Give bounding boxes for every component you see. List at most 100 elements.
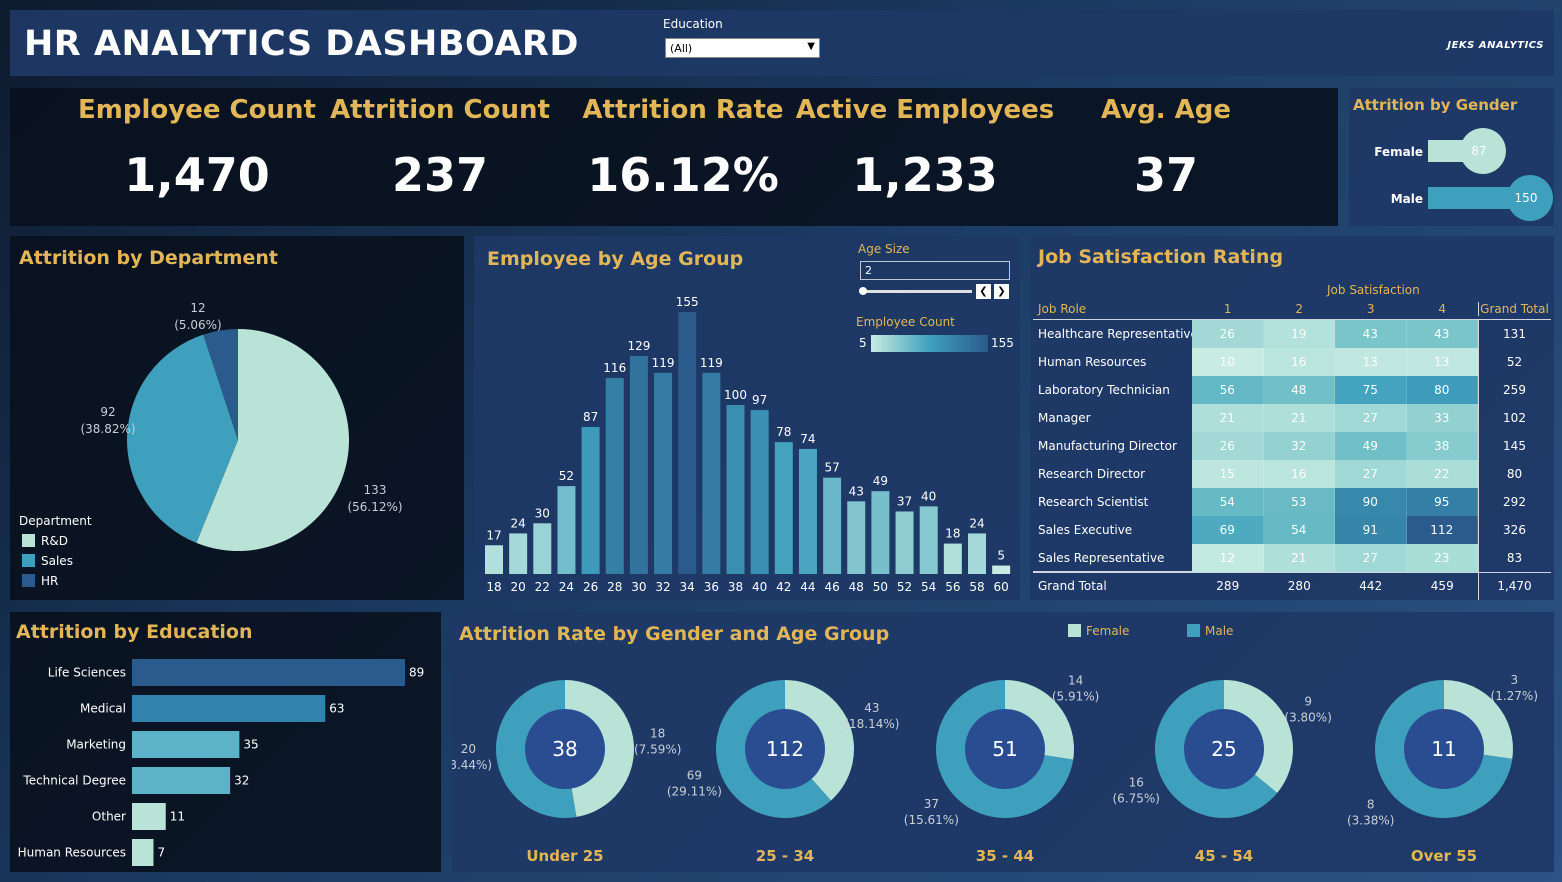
female-value-label: 43 xyxy=(864,701,879,715)
row-grand-total: 80 xyxy=(1478,460,1550,488)
overall-grand-total: 1,470 xyxy=(1478,572,1550,600)
age-bar xyxy=(871,491,890,574)
male-pct-label: (15.61%) xyxy=(904,813,959,827)
education-bar-label: 32 xyxy=(234,774,249,788)
female-value-label: 14 xyxy=(1068,673,1083,687)
gender-value-label: 87 xyxy=(1471,144,1486,158)
department-slice-pct: (38.82%) xyxy=(80,422,135,436)
age-bar-label: 49 xyxy=(873,474,888,488)
age-size-input[interactable]: 2 xyxy=(860,261,1010,280)
donut-center xyxy=(965,709,1045,789)
total-divider xyxy=(1033,572,1551,573)
age-group-label: 25 - 34 xyxy=(756,847,814,865)
chevron-down-icon: ▼ xyxy=(807,41,815,52)
department-slice xyxy=(203,329,238,440)
attrition-by-department-title: Attrition by Department xyxy=(19,247,278,269)
grand-total-label: Grand Total xyxy=(1038,579,1107,593)
age-bar-label: 78 xyxy=(776,425,791,439)
dashboard-title: HR ANALYTICS DASHBOARD xyxy=(24,24,579,64)
department-slice-value: 92 xyxy=(100,405,115,419)
heat-cell: 26 xyxy=(1192,320,1264,348)
heat-cell: 112 xyxy=(1406,516,1478,544)
age-tick-label: 24 xyxy=(559,580,574,594)
job-role-label: Manager xyxy=(1038,411,1091,425)
attrition-by-education-chart: Life Sciences 89 Medical 63 Marketing 35 Techn… xyxy=(18,659,424,866)
gender-label: Male xyxy=(1391,192,1423,206)
heat-cell: 13 xyxy=(1335,348,1407,376)
heat-cell: 32 xyxy=(1263,432,1335,460)
heat-cell: 21 xyxy=(1263,544,1335,572)
age-tick-label: 34 xyxy=(680,580,695,594)
age-tick-label: 26 xyxy=(583,580,598,594)
male-pct-label: (8.44%) xyxy=(452,758,492,772)
age-tick-label: 30 xyxy=(631,580,646,594)
attrition-by-gender-panel: Attrition by Gender Female 87 Male 150 xyxy=(1349,88,1554,226)
age-bar xyxy=(943,543,962,574)
age-bar-label: 37 xyxy=(897,494,912,508)
female-pct-label: (5.91%) xyxy=(1052,689,1099,703)
age-bar xyxy=(895,511,914,574)
heat-cell: 95 xyxy=(1406,488,1478,516)
female-value-label: 9 xyxy=(1304,694,1312,708)
age-size-slider-handle[interactable] xyxy=(859,287,867,295)
employee-by-age-title: Employee by Age Group xyxy=(487,248,744,270)
donut-center xyxy=(1184,709,1264,789)
age-bar-label: 40 xyxy=(921,489,936,503)
education-filter-dropdown[interactable]: (All) ▼ xyxy=(665,38,820,58)
age-bar-label: 74 xyxy=(800,432,815,446)
header-bar: HR ANALYTICS DASHBOARD Education (All) ▼… xyxy=(10,10,1554,76)
age-size-decrement-button[interactable]: ❮ xyxy=(976,284,991,299)
department-legend-swatch xyxy=(22,574,35,587)
age-size-label: Age Size xyxy=(858,242,910,256)
education-filter-label: Education xyxy=(663,17,723,31)
satisfaction-column-header: 4 xyxy=(1438,302,1447,316)
kpi-value: 16.12% xyxy=(587,148,779,202)
male-pct-label: (6.75%) xyxy=(1112,791,1159,805)
kpi-value: 37 xyxy=(1133,148,1198,202)
age-bar xyxy=(557,486,576,574)
age-bar xyxy=(798,448,817,574)
age-tick-label: 58 xyxy=(969,580,984,594)
donut-center xyxy=(745,709,825,789)
row-grand-total: 52 xyxy=(1478,348,1550,376)
kpi-value: 1,233 xyxy=(852,148,998,202)
age-tick-label: 18 xyxy=(486,580,501,594)
department-legend-title: Department xyxy=(19,514,92,528)
employee-count-legend-label: Employee Count xyxy=(856,315,955,329)
heat-cell: 48 xyxy=(1263,376,1335,404)
heat-cell: 19 xyxy=(1263,320,1335,348)
gender-bar xyxy=(1428,187,1530,209)
legend-male-label: Male xyxy=(1205,624,1234,638)
heat-cell: 16 xyxy=(1263,460,1335,488)
education-bar-label: 7 xyxy=(157,846,165,860)
age-size-slider[interactable] xyxy=(859,287,972,295)
attrition-by-gender-chart: Female 87 Male 150 xyxy=(1374,128,1553,221)
donut-total: 112 xyxy=(766,737,804,761)
age-tick-label: 38 xyxy=(728,580,743,594)
heat-cell: 49 xyxy=(1335,432,1407,460)
age-size-value: 2 xyxy=(865,264,872,277)
job-satisfaction-panel: Job Satisfaction Rating Job Satisfaction… xyxy=(1030,236,1554,600)
job-satisfaction-title: Job Satisfaction Rating xyxy=(1038,246,1284,268)
row-grand-total: 259 xyxy=(1478,376,1550,404)
department-legend-label: HR xyxy=(41,574,58,588)
column-grand-total: 459 xyxy=(1430,579,1454,593)
male-value-label: 16 xyxy=(1129,775,1144,789)
donut-center xyxy=(525,709,605,789)
age-size-increment-button[interactable]: ❯ xyxy=(994,284,1009,299)
age-tick-label: 46 xyxy=(824,580,839,594)
education-bar-label: 35 xyxy=(243,738,258,752)
employee-by-age-panel: Employee by Age Group Age Size 2 ❮ ❯ Emp… xyxy=(474,236,1020,600)
education-category-label: Marketing xyxy=(66,738,126,752)
heat-cell: 54 xyxy=(1263,516,1335,544)
satisfaction-column-header: 2 xyxy=(1295,302,1304,316)
donut-center xyxy=(1404,709,1484,789)
row-grand-total: 83 xyxy=(1478,544,1550,572)
kpi-value: 237 xyxy=(391,148,489,202)
age-group-label: Over 55 xyxy=(1411,847,1477,865)
age-bar xyxy=(654,372,673,574)
age-bar-label: 116 xyxy=(603,361,626,375)
heat-cell: 54 xyxy=(1192,488,1264,516)
heat-cell: 43 xyxy=(1406,320,1478,348)
